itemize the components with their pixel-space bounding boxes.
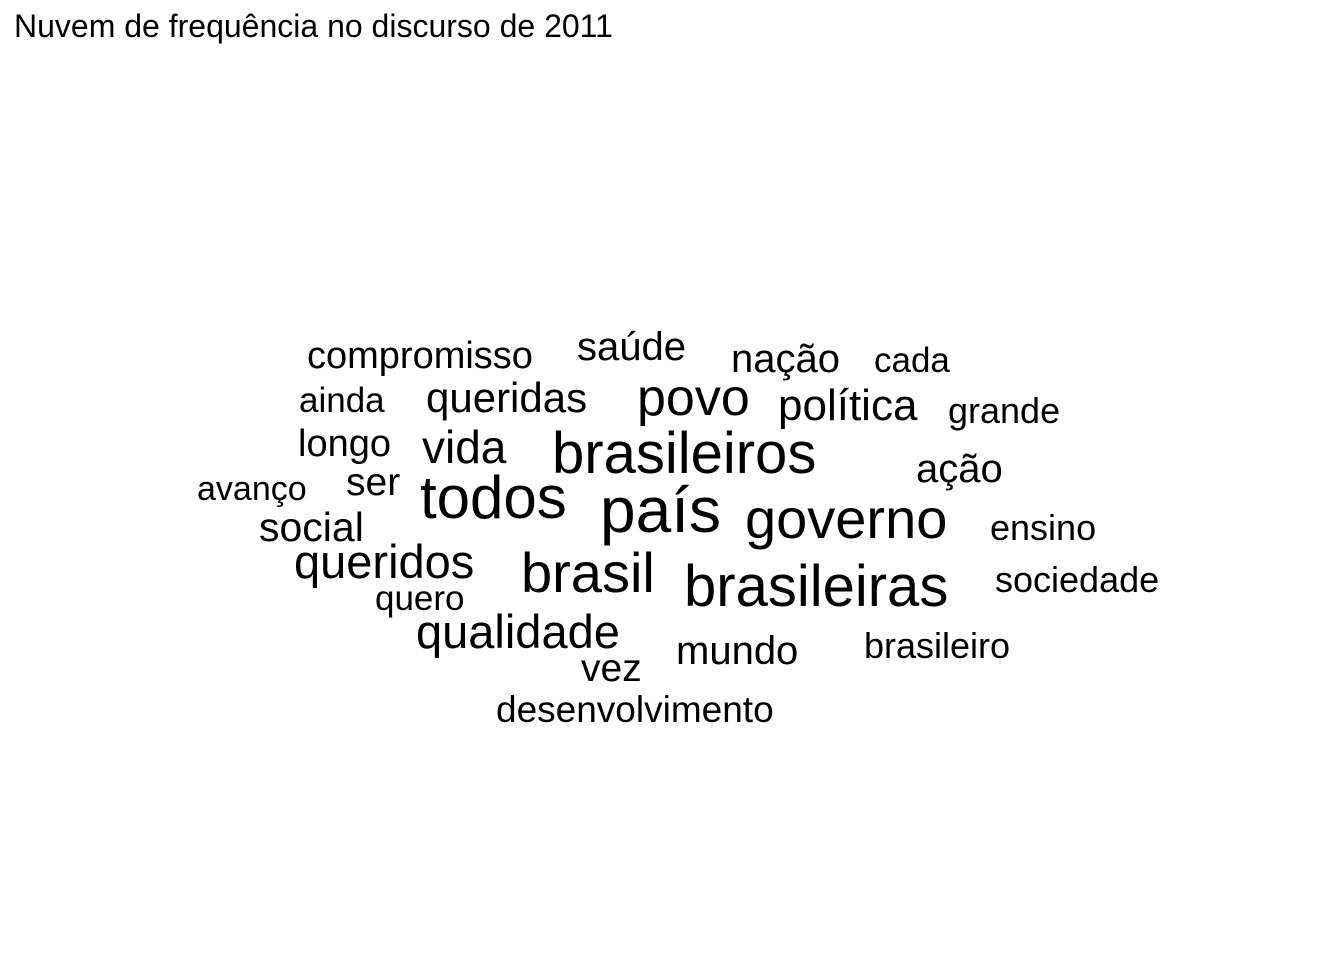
cloud-word: desenvolvimento [496, 689, 774, 730]
cloud-word: brasileiro [864, 625, 1010, 666]
cloud-word: nação [731, 337, 840, 381]
cloud-word: quero [375, 579, 465, 618]
cloud-word: mundo [676, 629, 798, 673]
cloud-word: governo [745, 487, 947, 550]
cloud-word: cada [874, 341, 950, 380]
cloud-word: qualidade [416, 605, 620, 658]
cloud-word: povo [637, 369, 750, 427]
cloud-word: vida [422, 421, 507, 473]
cloud-word: política [778, 381, 918, 430]
cloud-word: brasileiras [684, 554, 948, 619]
cloud-word: brasileiros [552, 421, 816, 486]
chart-title: Nuvem de frequência no discurso de 2011 [14, 8, 613, 44]
cloud-word: brasil [521, 541, 655, 604]
cloud-word: queridos [294, 535, 474, 588]
cloud-word: todos [420, 464, 567, 531]
cloud-word: ensino [990, 507, 1096, 548]
cloud-word: país [600, 474, 721, 546]
cloud-word: vez [581, 647, 642, 690]
cloud-word: sociedade [995, 559, 1159, 600]
cloud-word: ser [346, 461, 400, 504]
cloud-word: queridas [426, 374, 587, 421]
cloud-word: social [259, 504, 364, 550]
cloud-word: ação [916, 447, 1003, 491]
cloud-word: longo [298, 423, 391, 465]
cloud-word: ainda [299, 381, 385, 420]
cloud-word: saúde [577, 325, 686, 369]
cloud-word: avanço [197, 470, 307, 508]
cloud-word: compromisso [307, 335, 533, 377]
cloud-word: grande [948, 390, 1060, 431]
